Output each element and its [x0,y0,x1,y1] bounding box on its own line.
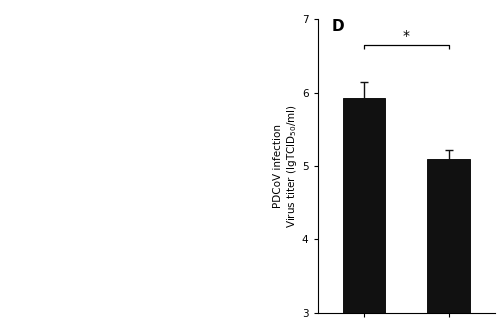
Y-axis label: PDCoV infection
Virus titer (lgTCID$_{50}$/ml): PDCoV infection Virus titer (lgTCID$_{50… [273,104,299,228]
Bar [343,98,385,319]
Bar [428,159,470,319]
Text: D: D [332,19,344,34]
Text: *: * [403,29,410,43]
